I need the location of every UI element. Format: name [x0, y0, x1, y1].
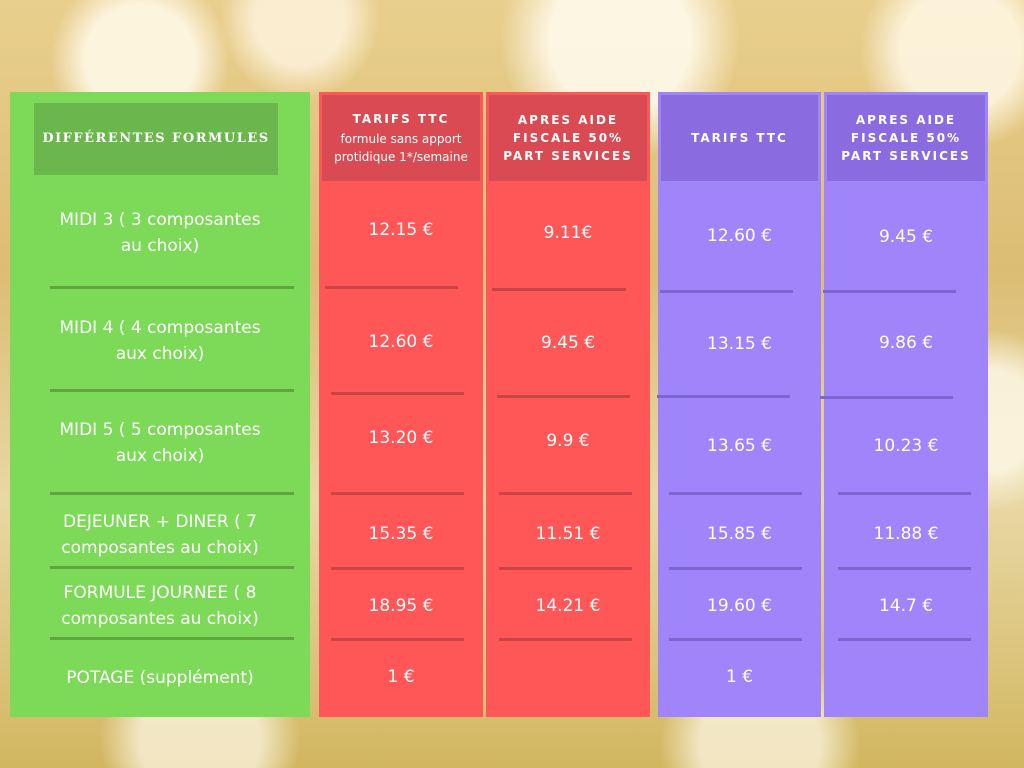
price-cell: 11.51 €	[535, 524, 601, 544]
price-cell	[486, 659, 650, 695]
formula-row: POTAGE (supplément)	[66, 668, 254, 688]
column-title: TARIFS TTC	[352, 112, 450, 126]
row-divider	[838, 567, 971, 570]
formula-row: MIDI 5 ( 5 composantes aux choix)	[59, 420, 261, 466]
price-cell: 13.20 €	[368, 428, 434, 448]
formula-row: FORMULE JOURNEE ( 8 composantes au choix…	[61, 583, 259, 629]
tarifs-header: TARIFS TTC	[661, 95, 818, 181]
row-divider	[657, 395, 790, 398]
column-title: APRES AIDE FISCALE 50% PART SERVICES	[503, 113, 633, 163]
formula-row: MIDI 4 ( 4 composantes aux choix)	[59, 318, 261, 364]
row-divider	[331, 392, 464, 395]
aide-sans-protidique-column: APRES AIDE FISCALE 50% PART SERVICES 9.1…	[486, 92, 650, 717]
price-cell: 9.11€	[543, 223, 593, 243]
price-cell: 1 €	[725, 667, 754, 687]
row-divider	[823, 290, 956, 293]
row-divider	[669, 567, 802, 570]
column-title: TARIFS TTC	[691, 131, 788, 145]
formulas-column: DIFFÉRENTES FORMULES MIDI 3 ( 3 composan…	[10, 92, 310, 717]
aide-column: APRES AIDE FISCALE 50% PART SERVICES 9.4…	[820, 92, 988, 717]
row-divider	[669, 638, 802, 641]
price-cell: 15.35 €	[368, 524, 434, 544]
row-divider	[325, 286, 458, 289]
price-cell	[824, 659, 988, 695]
row-divider	[492, 288, 626, 291]
price-cell: 9.45 €	[540, 333, 596, 353]
row-divider	[499, 638, 632, 641]
formulas-header-title: DIFFÉRENTES FORMULES	[42, 131, 270, 146]
tarifs-sans-protidique-header: TARIFS TTC formule sans apport protidiqu…	[322, 95, 480, 181]
row-divider	[499, 567, 632, 570]
price-cell: 12.15 €	[368, 220, 434, 240]
price-cell: 13.65 €	[707, 436, 772, 456]
tarifs-sans-protidique-column: TARIFS TTC formule sans apport protidiqu…	[319, 92, 483, 717]
tarifs-column: TARIFS TTC 12.60 € 13.15 € 13.65 € 15.85…	[657, 92, 821, 717]
aide-sans-protidique-header: APRES AIDE FISCALE 50% PART SERVICES	[489, 95, 647, 181]
price-cell: 12.60 €	[368, 332, 434, 352]
row-divider	[50, 389, 294, 392]
price-cell: 10.23 €	[873, 436, 939, 456]
row-divider	[331, 492, 464, 495]
price-cell: 19.60 €	[707, 596, 772, 616]
price-cell: 12.60 €	[707, 226, 772, 246]
row-divider	[820, 396, 953, 399]
price-cell: 11.88 €	[873, 524, 939, 544]
column-subtitle: formule sans apport protidique 1*/semain…	[334, 132, 468, 164]
formula-row: MIDI 3 ( 3 composantes au choix)	[59, 210, 261, 256]
row-divider	[331, 638, 464, 641]
price-cell: 9.9 €	[546, 431, 590, 451]
price-cell: 9.86 €	[878, 333, 934, 353]
price-cell: 15.85 €	[707, 524, 772, 544]
aide-header: APRES AIDE FISCALE 50% PART SERVICES	[827, 95, 985, 181]
row-divider	[669, 492, 802, 495]
row-divider	[50, 566, 294, 569]
price-cell: 14.7 €	[878, 596, 934, 616]
formula-row: DEJEUNER + DINER ( 7 composantes au choi…	[61, 512, 259, 558]
row-divider	[50, 637, 294, 640]
row-divider	[499, 492, 632, 495]
row-divider	[50, 286, 294, 289]
row-divider	[838, 492, 971, 495]
price-cell: 13.15 €	[707, 334, 772, 354]
formulas-header: DIFFÉRENTES FORMULES	[34, 103, 278, 175]
price-cell: 14.21 €	[535, 596, 601, 616]
row-divider	[497, 395, 630, 398]
row-divider	[50, 492, 294, 495]
row-divider	[838, 638, 971, 641]
price-cell: 9.45 €	[878, 227, 934, 247]
price-cell: 18.95 €	[368, 596, 434, 616]
row-divider	[331, 567, 464, 570]
price-cell: 1 €	[387, 667, 415, 687]
column-title: APRES AIDE FISCALE 50% PART SERVICES	[841, 113, 971, 163]
row-divider	[660, 290, 793, 293]
